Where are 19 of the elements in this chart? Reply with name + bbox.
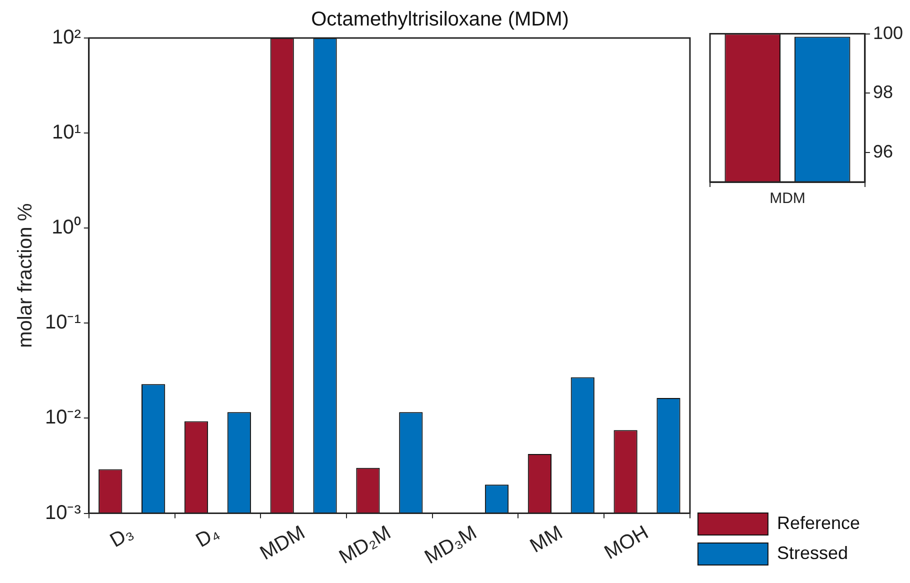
chart-title: Octamethyltrisiloxane (MDM) [311,8,569,31]
y-tick-label: 10⁰ [52,216,81,239]
y-tick-label: 98 [872,82,893,102]
legend-label: Reference [776,512,860,533]
y-tick-label: 10⁻³ [45,502,82,524]
x-tick-label: MDM [256,522,309,565]
x-tick-label: D₃ [106,522,138,552]
x-tick-label: D₄ [192,522,223,552]
x-tick-label: MOH [600,522,652,564]
y-tick-label: 10¹ [52,122,82,144]
x-tick-label: MM [526,522,566,558]
y-tick-label: 96 [872,141,893,162]
y-tick-label: 10⁻¹ [45,312,82,334]
y-tick-label: 10² [52,26,82,49]
x-tick-label: MDM [770,190,806,208]
legend-label: Stressed [776,542,848,563]
y-tick-label: 10⁻² [45,406,82,429]
y-tick-label: 100 [872,22,904,43]
y-axis-title: molar fraction % [14,203,37,348]
